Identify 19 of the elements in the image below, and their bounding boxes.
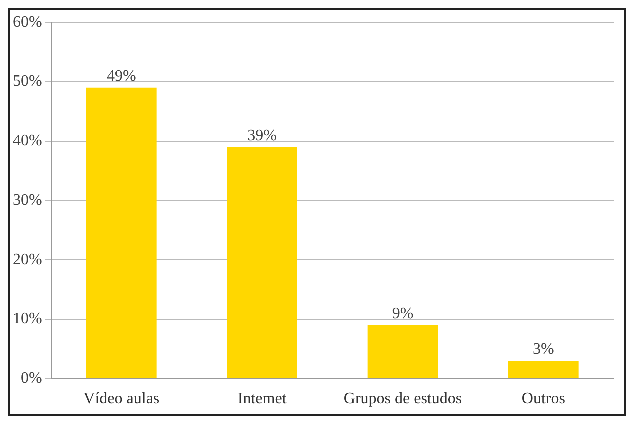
y-tick-label: 10% bbox=[13, 310, 42, 328]
bar bbox=[86, 88, 157, 378]
x-tick-label: Outros bbox=[522, 390, 566, 408]
bar bbox=[227, 147, 298, 378]
data-label: 9% bbox=[392, 306, 414, 323]
y-tick-label: 20% bbox=[13, 251, 42, 268]
y-tick-label: 30% bbox=[13, 192, 42, 209]
x-tick-label: Intemet bbox=[238, 390, 288, 408]
x-tick-label: Vídeo aulas bbox=[84, 390, 160, 408]
bar bbox=[508, 360, 579, 378]
x-tick-label: Grupos de estudos bbox=[344, 390, 462, 408]
y-tick-label: 0% bbox=[21, 370, 42, 388]
y-tick-label: 40% bbox=[13, 132, 42, 150]
bar bbox=[368, 325, 438, 378]
data-label: 39% bbox=[248, 127, 277, 144]
data-label: 3% bbox=[533, 341, 554, 358]
y-tick-label: 50% bbox=[13, 73, 42, 90]
data-label: 49% bbox=[107, 68, 136, 86]
y-tick-label: 60% bbox=[13, 14, 42, 31]
